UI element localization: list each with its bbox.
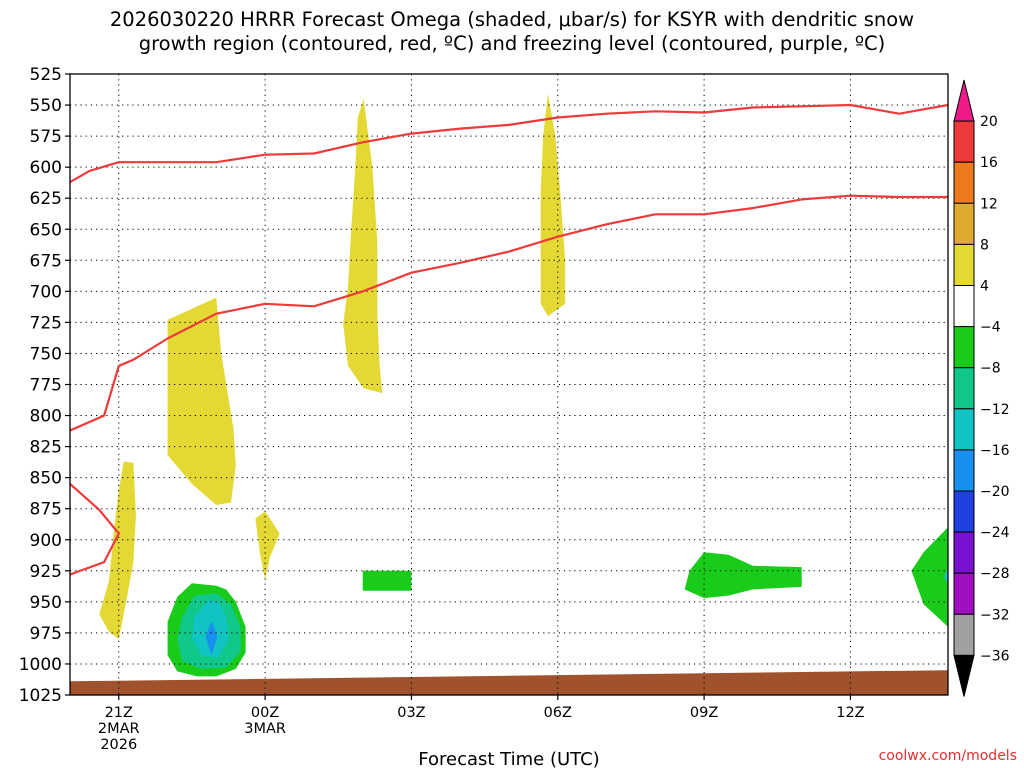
x-tick-label: 00Z: [251, 705, 279, 721]
omega-region-11: [205, 620, 218, 656]
omega-region-12: [944, 567, 948, 585]
colorbar-segment: [953, 202, 975, 245]
colorbar-label: −16: [980, 443, 1010, 459]
y-tick-label: 750: [30, 344, 62, 364]
terrain-layer: [70, 670, 948, 695]
y-tick-label: 600: [30, 158, 62, 178]
y-tick-label: 925: [30, 562, 62, 582]
colorbar-segment: [953, 531, 975, 574]
chart-title-line-2: growth region (contoured, red, ºC) and f…: [138, 32, 886, 55]
colorbar-segment: [953, 572, 975, 615]
chart-title-line-1: 2026030220 HRRR Forecast Omega (shaded, …: [109, 8, 915, 31]
colorbar-label: 12: [980, 196, 998, 212]
y-tick-label: 775: [30, 376, 62, 396]
y-tick-label: 575: [30, 127, 62, 147]
y-tick-label: 825: [30, 438, 62, 458]
x-tick-label: 2026: [100, 737, 137, 753]
colorbar-segment: [953, 161, 975, 204]
colorbar-segment: [953, 367, 975, 410]
y-tick-label: 800: [30, 407, 62, 427]
colorbar-label: 8: [980, 237, 989, 253]
y-tick-label: 675: [30, 251, 62, 271]
omega-region-7: [684, 552, 802, 599]
contour-line-2: [70, 483, 120, 576]
omega-region-0: [99, 461, 136, 640]
colorbar-label: 4: [980, 279, 989, 295]
colorbar-label: 20: [980, 114, 998, 130]
omega-region-4: [540, 93, 566, 317]
omega-region-2: [255, 511, 280, 580]
omega-region-1: [167, 297, 236, 505]
x-tick-label: 2MAR: [98, 721, 140, 737]
terrain-fill: [70, 670, 948, 695]
colorbar-segment: [953, 243, 975, 286]
grid-layer: [70, 74, 948, 695]
colorbar-segment: [953, 449, 975, 492]
x-tick-label: 03Z: [397, 705, 425, 721]
colorbar-top-arrow: [953, 79, 975, 122]
y-tick-label: 700: [30, 282, 62, 302]
colorbar-label: −24: [980, 525, 1010, 541]
colorbar-label: −20: [980, 484, 1010, 500]
colorbar: 20 16 12 8 4 −4 −8 −12 −16 −20 −24 −28 −32 −36: [953, 79, 1010, 697]
colorbar-label: −4: [980, 320, 1001, 336]
colorbar-segment: [953, 326, 975, 369]
x-tick-label: 12Z: [836, 705, 864, 721]
colorbar-label: −36: [980, 648, 1010, 664]
colorbar-bottom-arrow: [953, 654, 975, 697]
colorbar-label: −12: [980, 402, 1010, 418]
y-tick-label: 650: [30, 220, 62, 240]
colorbar-segment: [953, 490, 975, 533]
x-tick-label: 09Z: [690, 705, 718, 721]
y-tick-label: 625: [30, 189, 62, 209]
y-tick-label: 875: [30, 500, 62, 520]
x-tick-label: 21Z: [105, 705, 133, 721]
colorbar-label: 16: [980, 155, 998, 171]
credit-text: coolwx.com/models: [879, 748, 1017, 764]
colorbar-segment: [953, 285, 975, 328]
colorbar-label: −28: [980, 566, 1010, 582]
omega-region-6: [362, 570, 412, 591]
y-tick-label: 525: [30, 65, 62, 85]
y-tick-label: 950: [30, 593, 62, 613]
omega-region-3: [343, 98, 383, 394]
y-tick-label: 975: [30, 624, 62, 644]
colorbar-segment: [953, 120, 975, 163]
contour-line-0: [70, 103, 948, 184]
x-tick-label: 06Z: [544, 705, 572, 721]
axes-layer: 525 550 575 600 625 650 675 700 725 750 775 800 825 8…: [19, 65, 865, 753]
contour-line-1: [70, 194, 948, 432]
colorbar-segment: [953, 613, 975, 656]
colorbar-segment: [953, 408, 975, 451]
y-tick-label: 1000: [19, 655, 62, 675]
colorbar-label: −8: [980, 361, 1001, 377]
y-tick-label: 550: [30, 96, 62, 116]
x-tick-label: 3MAR: [244, 721, 286, 737]
y-tick-label: 850: [30, 469, 62, 489]
x-axis-title: Forecast Time (UTC): [418, 749, 599, 768]
omega-shading-layer: [99, 93, 948, 677]
y-tick-label: 725: [30, 313, 62, 333]
contour-layer: [70, 103, 948, 576]
y-tick-label: 1025: [19, 686, 62, 706]
y-tick-label: 900: [30, 531, 62, 551]
omega-region-8: [911, 527, 948, 627]
colorbar-label: −32: [980, 607, 1010, 623]
